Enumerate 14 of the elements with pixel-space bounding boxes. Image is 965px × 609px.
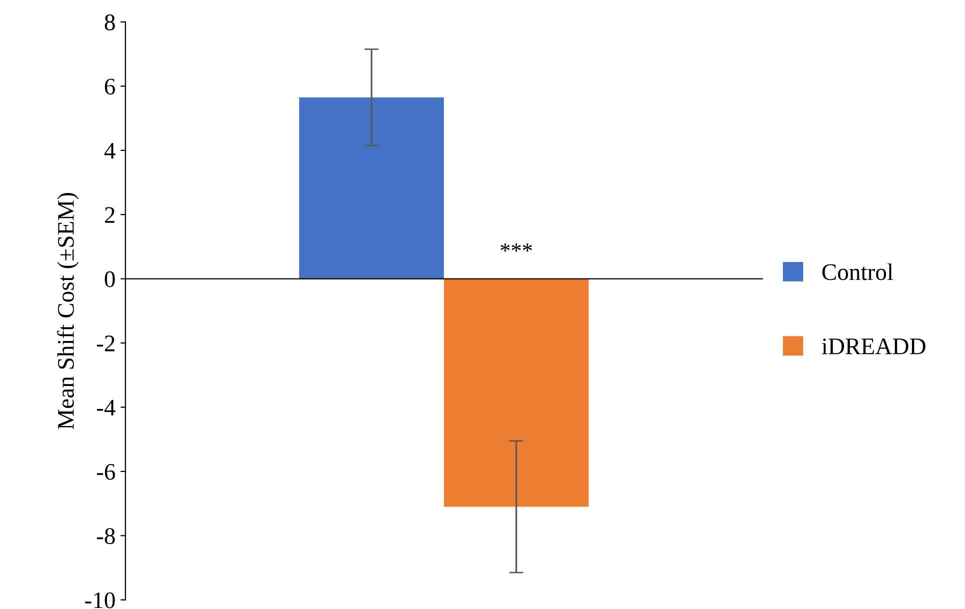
legend-label: Control <box>822 264 894 280</box>
y-tick-label: 0 <box>104 271 115 288</box>
y-tick-label: 8 <box>104 14 115 30</box>
y-tick-label: 6 <box>104 78 116 95</box>
y-tick-label: 4 <box>104 143 116 159</box>
y-tick-label: -2 <box>96 336 114 352</box>
y-tick-label: -10 <box>85 592 115 608</box>
y-tick-label: -8 <box>96 528 115 544</box>
y-tick-label: 2 <box>104 207 114 223</box>
y-tick-label: -4 <box>96 400 116 416</box>
y-tick-label: -6 <box>96 464 116 480</box>
legend-label: iDREADD <box>822 338 926 354</box>
annotation: *** <box>500 243 532 252</box>
y-axis-title: Mean Shift Cost (±SEM) <box>57 192 79 430</box>
